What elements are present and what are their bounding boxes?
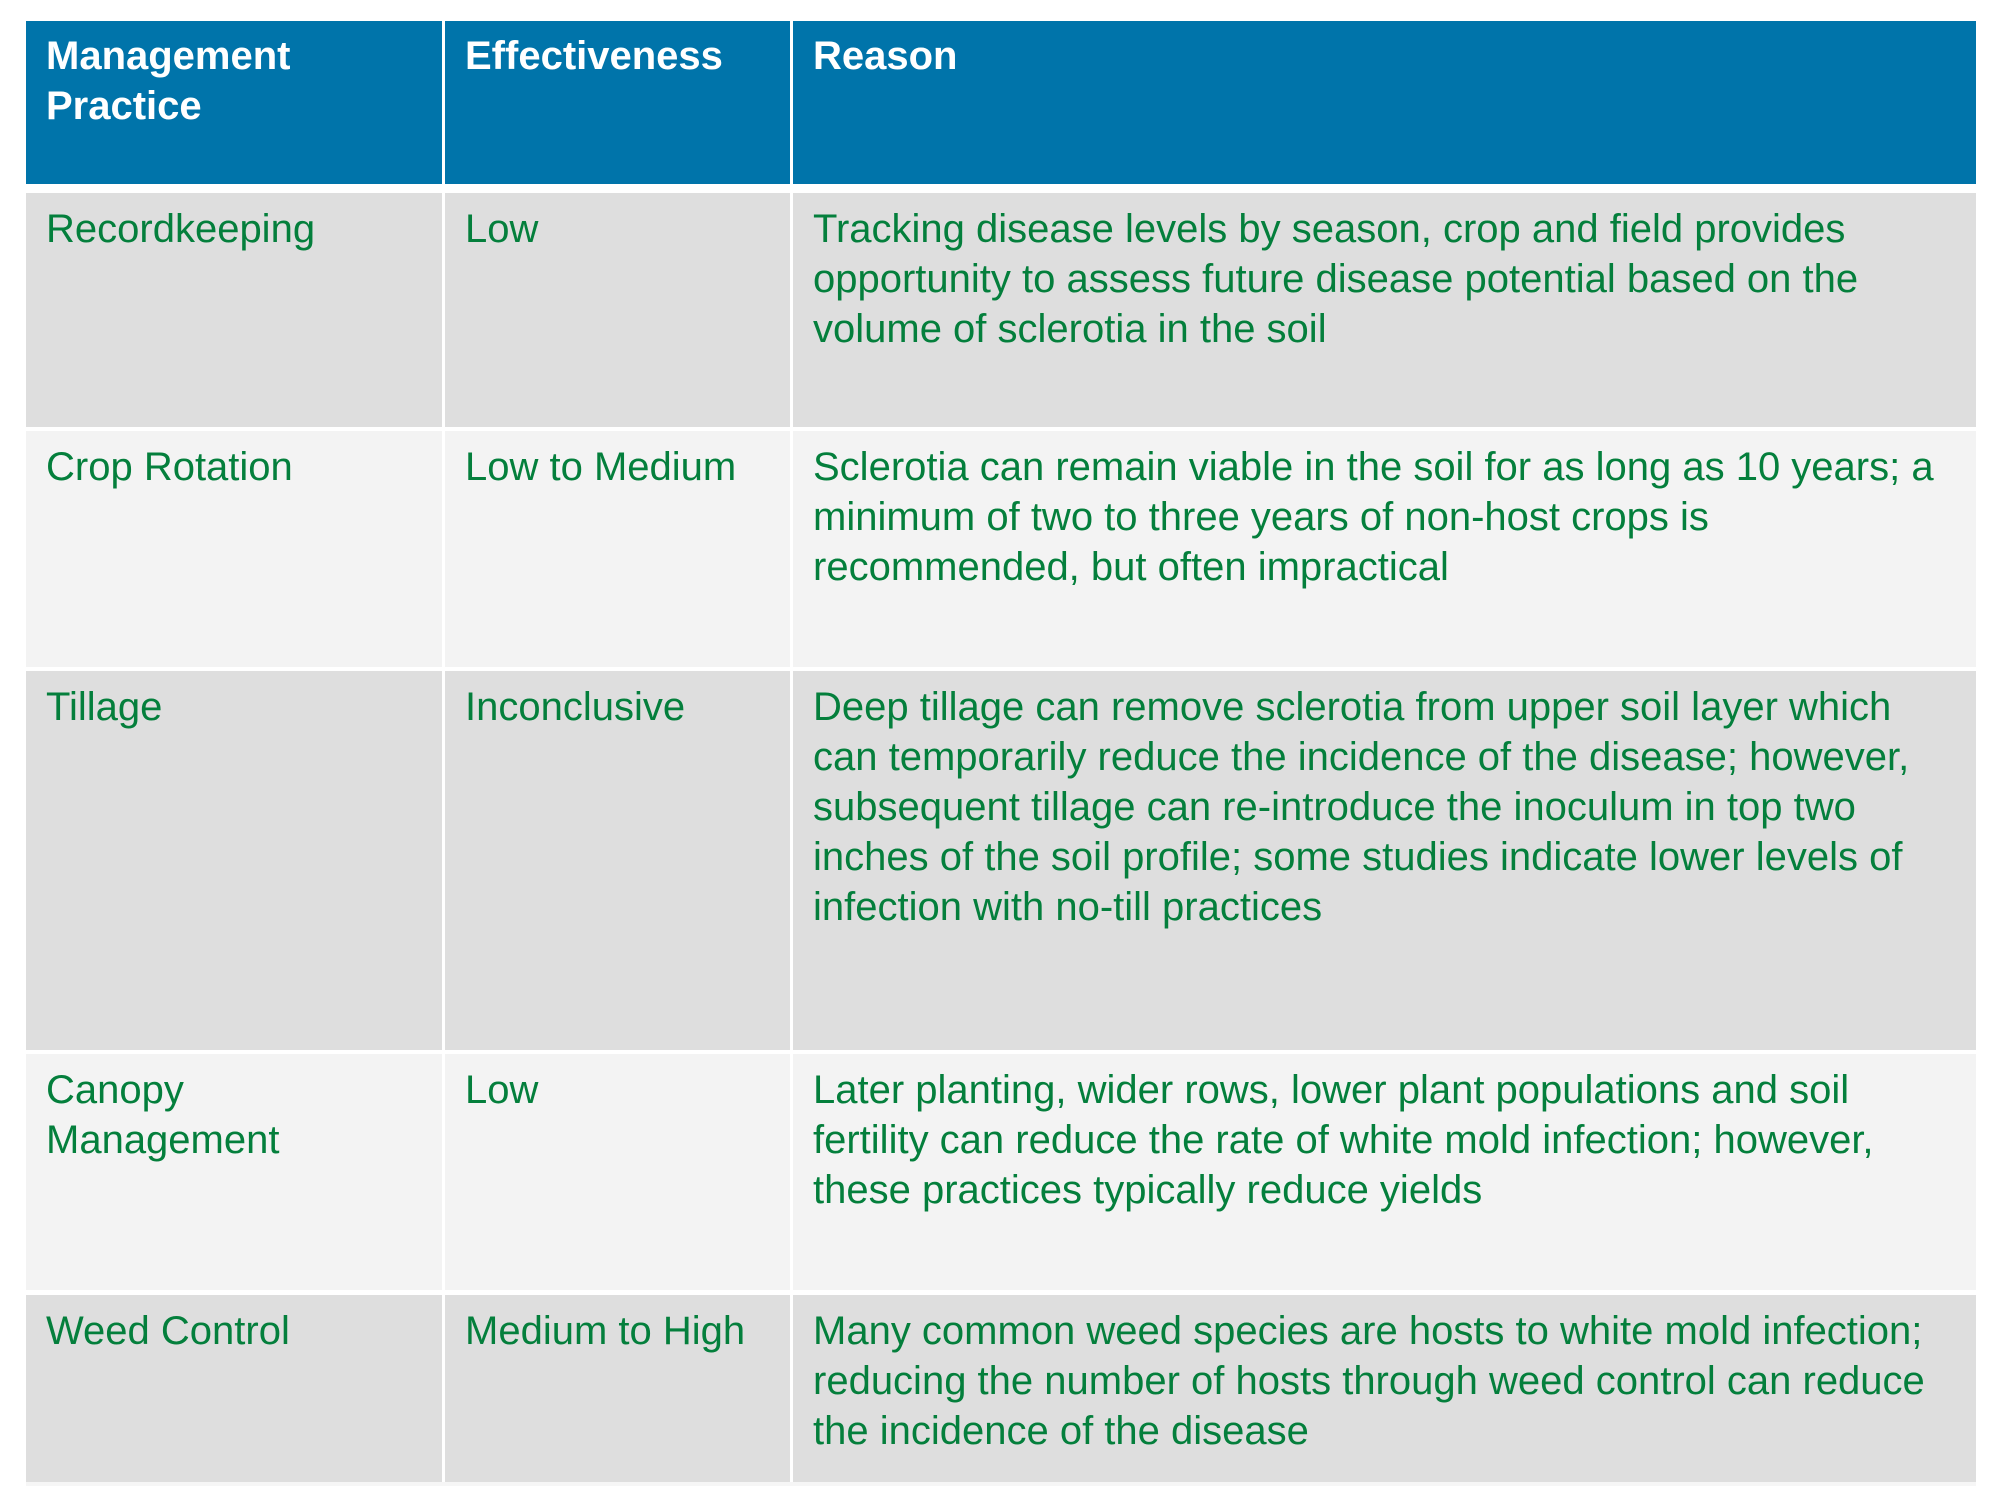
header-reason: Reason (793, 21, 1976, 184)
effectiveness-cell: Inconclusive (445, 671, 790, 1050)
reason-cell: Later planting, wider rows, lower plant … (793, 1054, 1976, 1290)
reason-cell: Sclerotia can remain viable in the soil … (793, 431, 1976, 667)
effectiveness-cell: Low (445, 193, 790, 427)
practice-cell: Recordkeeping (26, 193, 442, 427)
header-effectiveness: Effectiveness (445, 21, 790, 184)
effectiveness-cell: Medium to High (445, 1295, 790, 1482)
effectiveness-cell: Low to Medium (445, 431, 790, 667)
practice-cell: Crop Rotation (26, 431, 442, 667)
reason-cell: Deep tillage can remove sclerotia from u… (793, 671, 1976, 1050)
reason-cell: Many common weed species are hosts to wh… (793, 1295, 1976, 1482)
header-management-practice: Management Practice (26, 21, 442, 184)
table-row: Tillage Inconclusive Deep tillage can re… (26, 671, 1976, 1050)
practice-cell: Tillage (26, 671, 442, 1050)
table-row: Canopy Management Low Later planting, wi… (26, 1054, 1976, 1290)
table-row: Weed Control Medium to High Many common … (26, 1295, 1976, 1482)
table-bottom-edge (26, 1482, 1976, 1486)
practice-cell: Canopy Management (26, 1054, 442, 1290)
practice-cell: Weed Control (26, 1295, 442, 1482)
table-header-row: Management Practice Effectiveness Reason (26, 21, 1976, 184)
table-row: Crop Rotation Low to Medium Sclerotia ca… (26, 431, 1976, 667)
effectiveness-cell: Low (445, 1054, 790, 1290)
table-row: Recordkeeping Low Tracking disease level… (26, 193, 1976, 427)
reason-cell: Tracking disease levels by season, crop … (793, 193, 1976, 427)
